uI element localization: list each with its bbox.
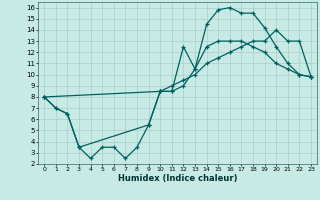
X-axis label: Humidex (Indice chaleur): Humidex (Indice chaleur) <box>118 174 237 183</box>
